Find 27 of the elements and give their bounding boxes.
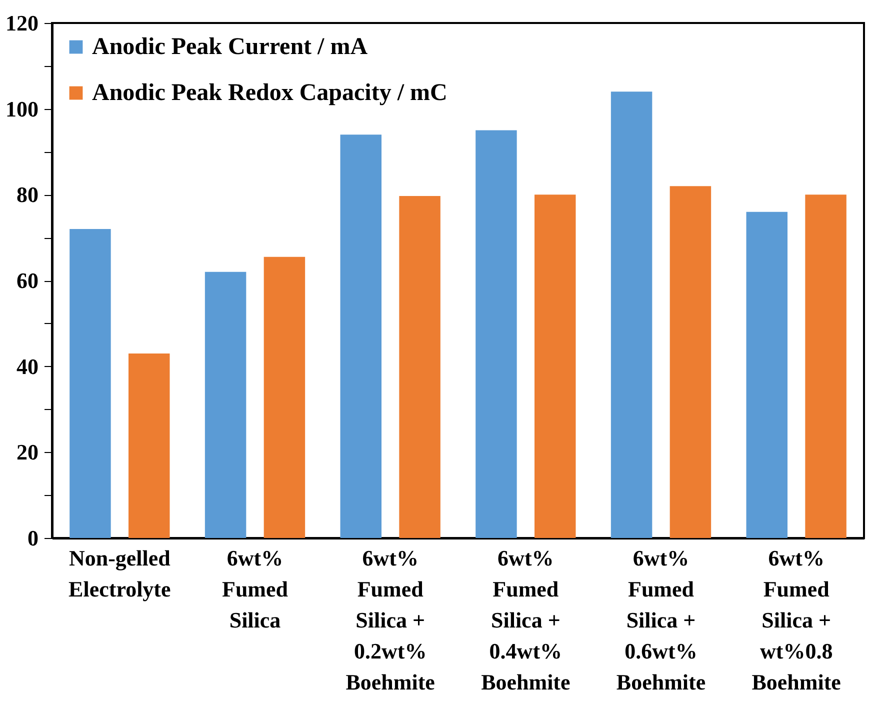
y-tick-label: 60 bbox=[16, 268, 38, 293]
y-tick-label: 20 bbox=[16, 440, 38, 465]
bar bbox=[204, 272, 246, 538]
legend-label: Anodic Peak Current / mA bbox=[92, 34, 368, 60]
bar bbox=[746, 212, 788, 538]
bar bbox=[399, 196, 440, 538]
bar bbox=[476, 130, 517, 538]
y-tick-label: 80 bbox=[16, 182, 38, 208]
x-tick-label: 6wt% Fumed Silica bbox=[222, 546, 288, 632]
bar bbox=[805, 194, 846, 538]
bar bbox=[264, 256, 306, 538]
x-tick-label: 6wt% Fumed Silica + 0.6wt% Boehmite bbox=[616, 546, 706, 694]
bar bbox=[610, 92, 652, 538]
legend-label: Anodic Peak Redox Capacity / mC bbox=[92, 80, 448, 106]
bar bbox=[534, 194, 576, 538]
x-tick-label: 6wt% Fumed Silica + 0.4wt% Boehmite bbox=[481, 546, 571, 694]
x-tick-label: Non-gelled Electrolyte bbox=[68, 546, 172, 602]
bar bbox=[340, 134, 382, 538]
bar bbox=[670, 186, 712, 538]
y-tick-label: 100 bbox=[6, 96, 38, 122]
x-tick-label: 6wt% Fumed Silica + wt%0.8 Boehmite bbox=[752, 546, 842, 694]
bar bbox=[128, 353, 170, 538]
y-tick-label: 0 bbox=[28, 526, 38, 550]
bar bbox=[70, 229, 111, 538]
y-tick-label: 40 bbox=[16, 354, 38, 379]
y-tick-label: 120 bbox=[6, 10, 38, 36]
x-tick-label: 6wt% Fumed Silica + 0.2wt% Boehmite bbox=[346, 546, 436, 694]
